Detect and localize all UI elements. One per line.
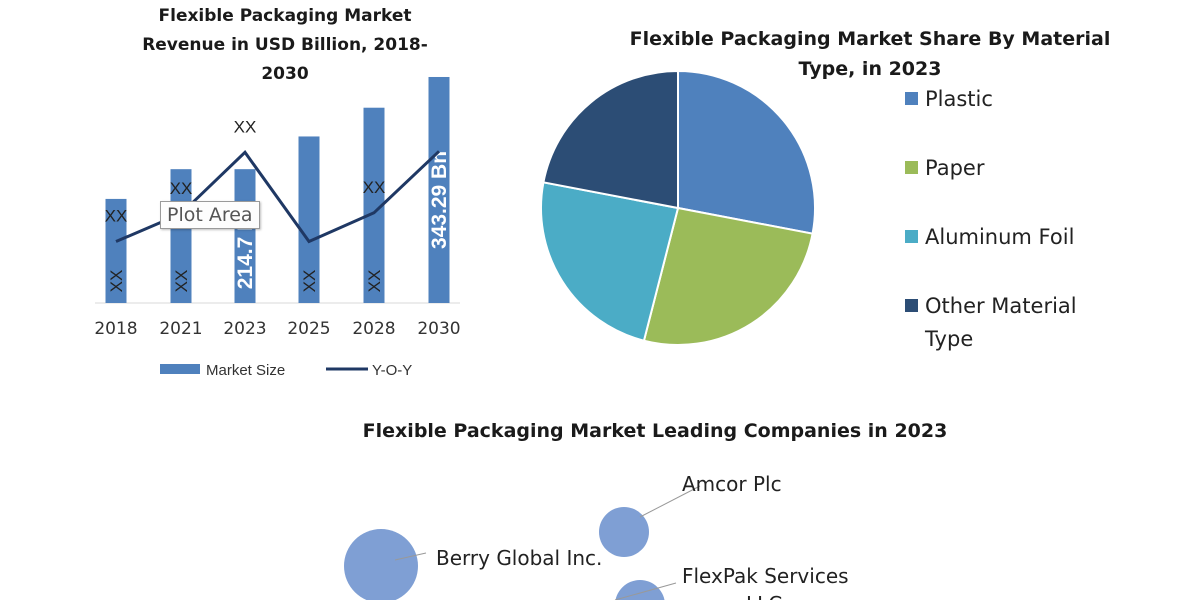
bar-2028 xyxy=(363,107,385,303)
pie-legend-label-plastic: Plastic xyxy=(925,87,993,111)
legend-market-size-swatch xyxy=(160,364,200,374)
pie-legend-label-other-material-type: Other Material Type xyxy=(924,294,1077,351)
pie-slice-other-material-type xyxy=(542,69,679,210)
x-tick-2028: 2028 xyxy=(352,319,395,339)
bubble-chart-title: Flexible Packaging Market Leading Compan… xyxy=(362,420,948,442)
x-tick-2023: 2023 xyxy=(223,319,266,339)
pie-legend-label-paper: Paper xyxy=(925,156,985,180)
bar-data-label-2018: XX xyxy=(107,270,126,293)
pie-legend-swatch-paper xyxy=(905,161,918,174)
bar-data-label-2028: XX xyxy=(365,270,384,293)
x-tick-2018: 2018 xyxy=(94,319,137,339)
bubble-amcor-plc xyxy=(599,507,649,557)
plot-area-tooltip: Plot Area xyxy=(160,201,260,229)
bubble-label-amcor-plc: Amcor Plc xyxy=(682,472,782,496)
yoy-data-label-2021: XX xyxy=(170,179,193,198)
pie-chart-title: Flexible Packaging Market Share By Mater… xyxy=(629,28,1111,80)
bubble-leader-amcor-plc xyxy=(639,485,701,518)
yoy-data-label-2028: XX xyxy=(363,178,386,197)
bar-2025 xyxy=(298,136,320,303)
legend-market-size-label: Market Size xyxy=(206,362,285,379)
pie-legend-label-aluminum-foil: Aluminum Foil xyxy=(925,225,1074,249)
bar-2018 xyxy=(105,198,127,303)
pie-legend-swatch-other-material-type xyxy=(905,299,918,312)
x-tick-2030: 2030 xyxy=(417,319,460,339)
bubble-berry-global-inc xyxy=(344,529,418,600)
pie-slice-plastic xyxy=(677,69,816,235)
pie-legend-swatch-aluminum-foil xyxy=(905,230,918,243)
bar-chart-title: Flexible Packaging Market Revenue in USD… xyxy=(142,6,428,84)
yoy-data-label-2018: XX xyxy=(105,207,128,226)
bubble-flexpak-services-llc xyxy=(615,580,665,600)
bar-2030 xyxy=(428,76,450,303)
bar-data-label-2021: XX xyxy=(172,270,191,293)
legend-yoy-label: Y-O-Y xyxy=(372,362,412,379)
bubble-leader-berry-global-inc xyxy=(394,552,427,561)
bar-data-label-2030: 343.29 Bn xyxy=(428,151,451,249)
pie-slice-aluminum-foil xyxy=(540,181,680,342)
pie-slice-paper xyxy=(642,206,814,346)
x-tick-2025: 2025 xyxy=(287,319,330,339)
bubble-label-flexpak-services-llc: FlexPak ServicesLLC xyxy=(682,564,849,600)
bar-data-label-2025: XX xyxy=(300,270,319,293)
bubble-leader-flexpak-services-llc xyxy=(614,582,677,600)
pie-legend-swatch-plastic xyxy=(905,92,918,105)
x-tick-2021: 2021 xyxy=(159,319,202,339)
bubble-label-berry-global-inc: Berry Global Inc. xyxy=(436,546,602,570)
yoy-data-label-2023: XX xyxy=(234,117,257,136)
